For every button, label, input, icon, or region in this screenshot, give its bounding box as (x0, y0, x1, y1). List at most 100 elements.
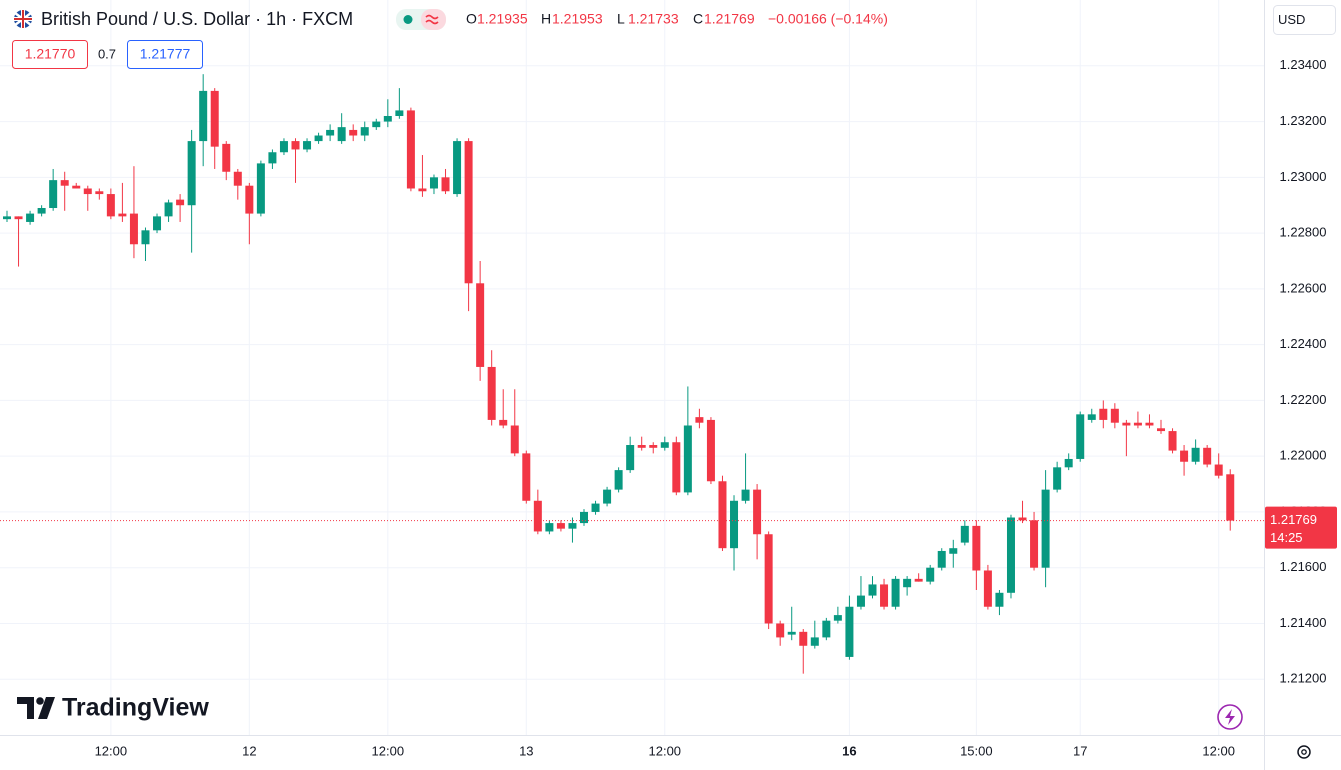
candle-body (1110, 408, 1119, 423)
candle-body (429, 177, 438, 189)
candle-body (995, 592, 1004, 607)
candle-body (660, 442, 669, 448)
bid-box[interactable] (12, 40, 88, 69)
ohlc-value: 1.21935 (477, 11, 528, 27)
candle-body (580, 511, 588, 524)
candle-body (1133, 422, 1142, 426)
candle-body (129, 213, 138, 245)
y-tick-label: 1.21400 (1280, 615, 1327, 630)
candle-body (972, 525, 981, 571)
candles (0, 74, 1264, 674)
candle-body (395, 110, 404, 116)
y-tick-label: 1.23000 (1280, 169, 1327, 184)
candle-body (245, 185, 254, 214)
candle-body (937, 550, 946, 568)
x-tick-label: 12:00 (372, 743, 405, 758)
x-tick-label: 15:00 (960, 743, 993, 758)
candle-body (141, 230, 150, 245)
y-tick-label: 1.22800 (1280, 225, 1327, 240)
candle-body (499, 419, 508, 426)
candle-body (1018, 517, 1027, 521)
candle-body (441, 177, 450, 192)
candle-body (1041, 489, 1050, 568)
candle-body (799, 631, 808, 646)
candle-body (1191, 447, 1200, 462)
x-tick-label: 16 (842, 743, 856, 758)
status-toggle[interactable] (396, 9, 446, 30)
candle-body (1180, 450, 1189, 462)
candle-body (833, 615, 842, 621)
candle-body (533, 500, 542, 532)
y-tick-label: 1.22400 (1280, 336, 1327, 351)
currency-button[interactable] (1273, 5, 1336, 35)
x-tick-label: 12:00 (95, 743, 128, 758)
spread: 0.7 (98, 46, 116, 61)
logo-mark (17, 697, 55, 719)
ohlc-label: C (693, 11, 703, 27)
candle-body (753, 489, 762, 535)
ohlc-legend: O 1.21935 H 1.21953 L 1.21733 C 1.21769 (466, 11, 755, 27)
candle-body (649, 445, 658, 448)
axes: 1.23400 1.23200 1.23000 1.22800 1.22600 1.224… (95, 57, 1337, 758)
candle-body (37, 208, 46, 214)
candle-body (810, 637, 819, 646)
ask-box[interactable] (127, 40, 203, 69)
candle-body (1214, 464, 1223, 476)
candle-body (291, 141, 300, 150)
candle-body (3, 216, 11, 220)
grid (0, 0, 1264, 735)
candle-body (614, 470, 623, 490)
candle-body (106, 194, 115, 217)
candle-body (683, 425, 692, 493)
countdown: 14:25 (1270, 530, 1303, 545)
candle-body (1099, 408, 1108, 420)
candle-body (95, 191, 104, 195)
candle-body (983, 570, 992, 607)
x-tick-label: 17 (1073, 743, 1087, 758)
candle-body (718, 481, 727, 549)
candle-body (164, 202, 173, 217)
candle-body (360, 127, 369, 136)
candle-body (626, 445, 635, 471)
ohlc-value: 1.21953 (552, 11, 603, 27)
candle-body (453, 141, 462, 195)
candle-body (72, 185, 81, 189)
candle-body (187, 141, 196, 206)
y-tick-label: 1.23200 (1280, 113, 1327, 128)
candle-body (695, 417, 704, 423)
candle-body (1168, 431, 1177, 451)
candle-body (83, 188, 92, 195)
candle-body (256, 163, 265, 214)
candle-body (418, 188, 427, 192)
candle-body (1076, 414, 1085, 459)
candle-body (510, 425, 519, 454)
candle-body (464, 141, 473, 284)
candle-body (1203, 447, 1212, 465)
last-price: 1.21769 (1270, 512, 1317, 527)
candle-body (153, 216, 162, 231)
candle-body (776, 623, 785, 638)
candle-body (233, 171, 242, 186)
settings-button[interactable] (1297, 745, 1311, 759)
candle-body (1145, 422, 1154, 426)
candle-body (568, 523, 577, 529)
ohlc-value: 1.21769 (704, 11, 755, 27)
candle-body (764, 534, 773, 624)
candle-body (1157, 428, 1165, 432)
candle-body (372, 121, 381, 128)
candle-body (1064, 458, 1073, 468)
lightning-button[interactable] (1217, 704, 1243, 730)
ask: 1.21777 (140, 46, 191, 62)
symbol-title[interactable]: British Pound / U.S. Dollar · 1h · FXCM (41, 9, 353, 29)
candle-body (741, 489, 750, 501)
candle-body (603, 489, 612, 504)
candle-body (1030, 520, 1039, 568)
y-tick-label: 1.22000 (1280, 448, 1327, 463)
candle-body (14, 216, 23, 220)
candle-body (1226, 474, 1235, 521)
candle-body (1087, 414, 1096, 420)
candle-body (268, 152, 277, 164)
x-tick-label: 12:00 (649, 743, 682, 758)
flag-icon (14, 10, 32, 28)
